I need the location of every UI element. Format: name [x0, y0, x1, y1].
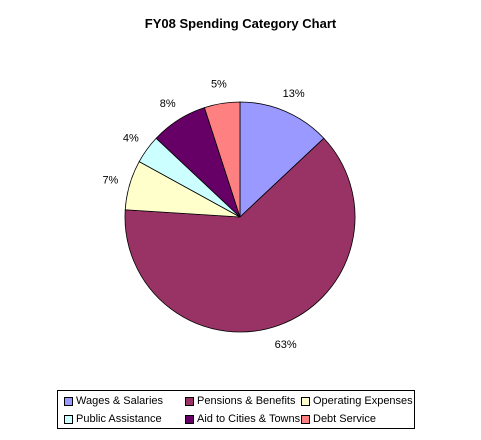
legend-swatch: [185, 396, 194, 406]
legend: Wages & Salaries Pensions & Benefits Ope…: [57, 390, 415, 429]
data-label-wages: 13%: [283, 88, 305, 100]
legend-label: Debt Service: [313, 413, 376, 425]
data-label-pensions: 63%: [275, 339, 297, 351]
legend-swatch: [64, 414, 73, 424]
legend-item-wages: Wages & Salaries: [64, 394, 163, 408]
data-label-debt: 5%: [211, 79, 227, 91]
legend-swatch: [185, 414, 194, 424]
legend-swatch: [64, 396, 73, 406]
legend-label: Operating Expenses: [313, 395, 413, 407]
data-label-public-assistance: 4%: [123, 133, 139, 145]
legend-item-operating: Operating Expenses: [301, 394, 413, 408]
pie-slice-debt: [203, 101, 241, 218]
data-label-operating: 7%: [102, 174, 118, 186]
legend-item-debt: Debt Service: [301, 412, 376, 426]
legend-label: Pensions & Benefits: [197, 395, 296, 407]
legend-item-aid: Aid to Cities & Towns: [185, 412, 300, 426]
legend-item-pensions: Pensions & Benefits: [185, 394, 295, 408]
pie-slice-wages: [239, 101, 325, 218]
data-label-aid: 8%: [160, 98, 176, 110]
legend-swatch: [301, 396, 310, 406]
chart-title: FY08 Spending Category Chart: [144, 16, 337, 31]
legend-label: Wages & Salaries: [76, 395, 164, 407]
legend-label: Public Assistance: [76, 413, 162, 425]
legend-item-public-assistance: Public Assistance: [64, 412, 162, 426]
legend-label: Aid to Cities & Towns: [197, 413, 301, 425]
legend-swatch: [301, 414, 310, 424]
pie-slice-pensions: [124, 137, 356, 333]
